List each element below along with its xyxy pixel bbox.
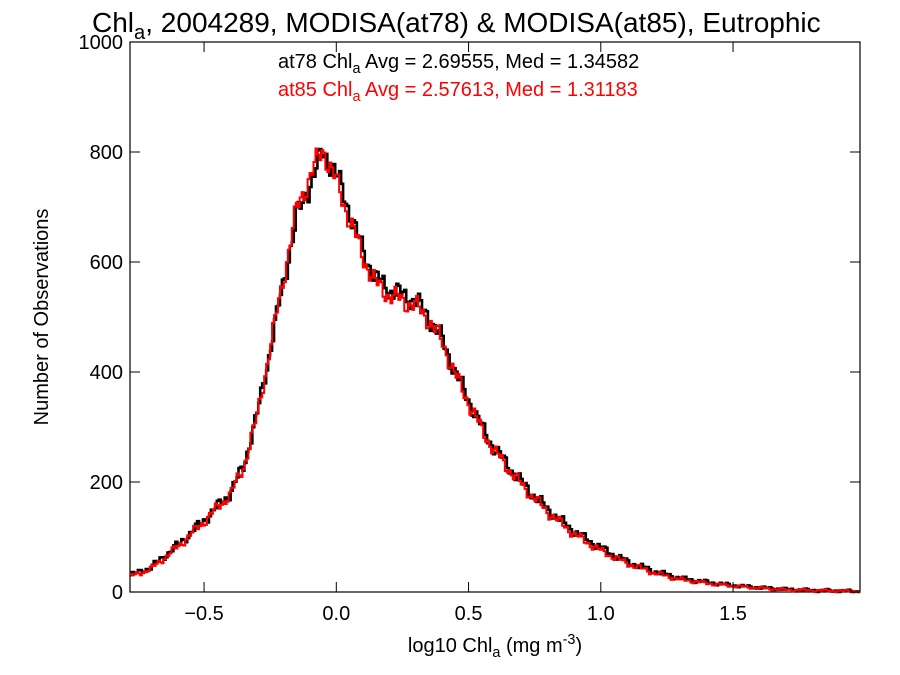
series-line-at78 <box>130 147 860 594</box>
series-line-at85 <box>130 147 860 593</box>
x-axis-label: log10 Chla (mg m-3) <box>408 632 582 661</box>
series-group <box>130 147 860 594</box>
x-tick-label: 1.0 <box>587 603 615 625</box>
stat-line-at78: at78 Chla Avg = 2.69555, Med = 1.34582 <box>278 51 639 77</box>
y-tick-label: 400 <box>90 362 123 384</box>
tick-group: −0.5 0.0 0.5 1.0 1.5 0 200 400 600 800 1000 <box>79 32 860 625</box>
y-axis-label: Number of Observations <box>31 209 53 426</box>
y-tick-label: 600 <box>90 252 123 274</box>
plot-frame <box>129 41 861 593</box>
y-tick-label: 800 <box>90 142 123 164</box>
chart-title: Chla, 2004289, MODISA(at78) & MODISA(at8… <box>92 7 821 44</box>
y-tick-label: 0 <box>112 582 123 604</box>
y-tick-label: 200 <box>90 472 123 494</box>
y-tick-label: 1000 <box>79 32 124 54</box>
stat-line-at85: at85 Chla Avg = 2.57613, Med = 1.31183 <box>278 79 638 105</box>
x-tick-label: 0.5 <box>455 603 483 625</box>
x-tick-label: 1.5 <box>719 603 747 625</box>
x-tick-label: −0.5 <box>184 603 223 625</box>
x-tick-label: 0.0 <box>322 603 350 625</box>
